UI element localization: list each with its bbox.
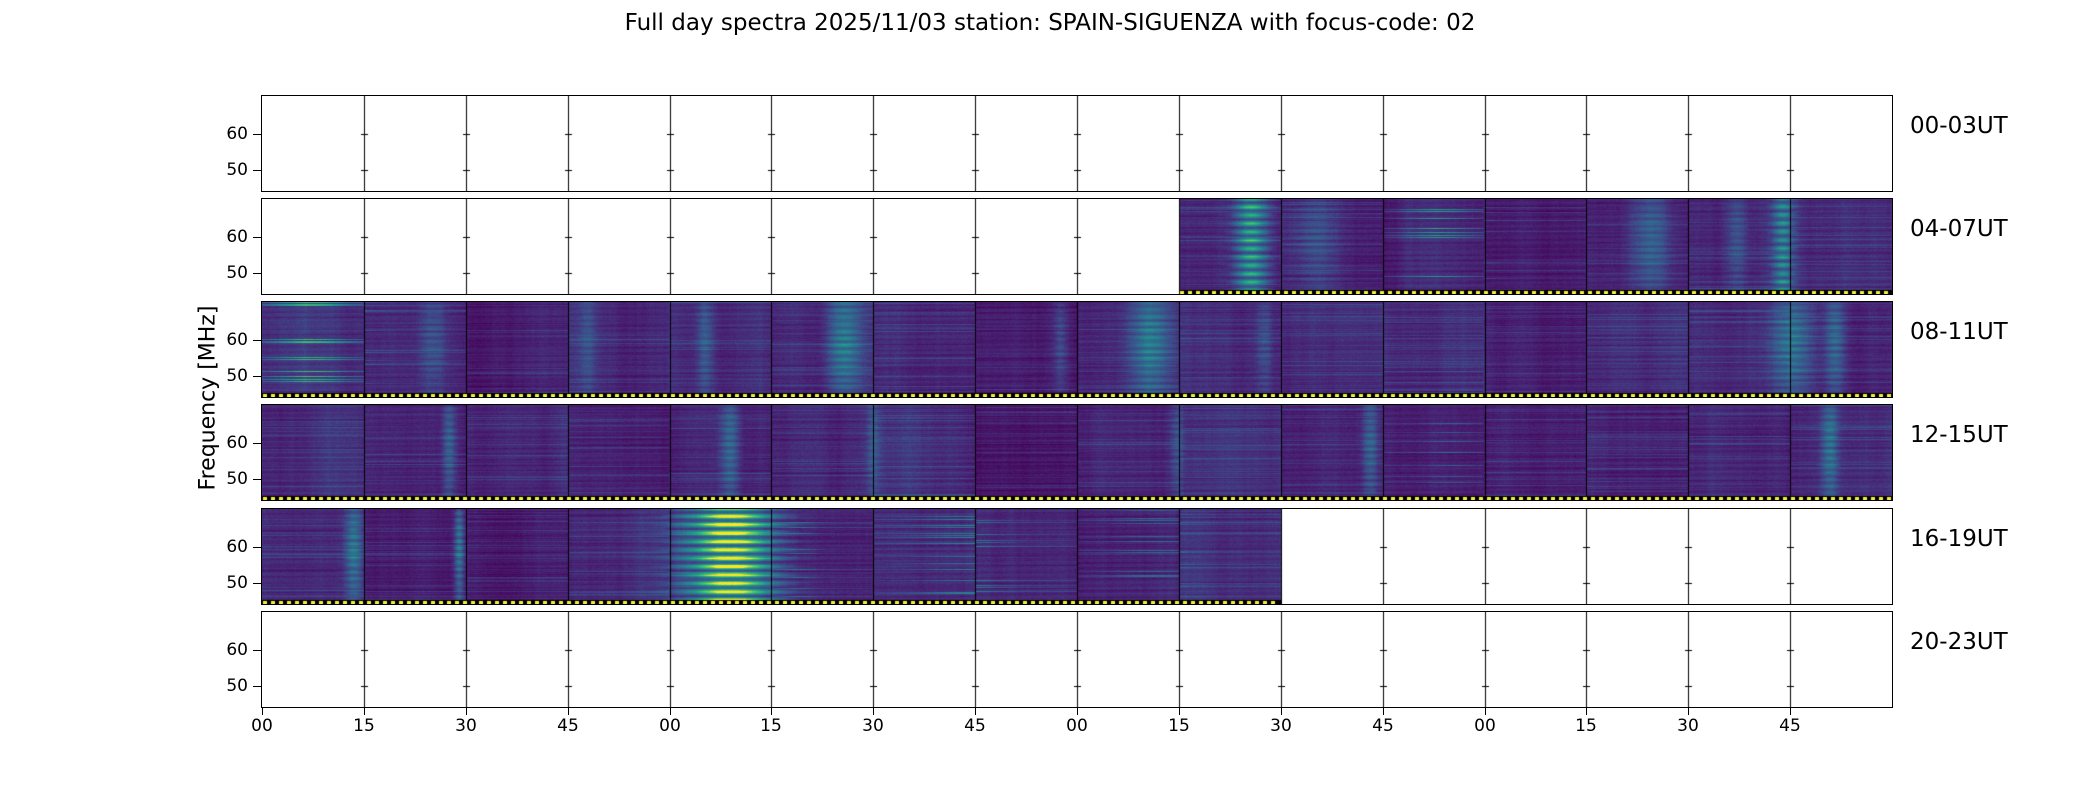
x-tick-mark — [670, 708, 671, 715]
x-tick-label: 15 — [353, 716, 375, 736]
x-tick-label: 15 — [1575, 716, 1597, 736]
spectra-panel-00-03ut: 00-03UT 60 50 — [226, 95, 2008, 192]
x-tick-label: 45 — [1372, 716, 1394, 736]
spectrogram-canvas — [262, 405, 1892, 500]
chart-title: Full day spectra 2025/11/03 station: SPA… — [624, 10, 1476, 36]
spectra-panel-16-19ut: 16-19UT 60 50 — [226, 508, 2008, 605]
x-tick-mark — [1077, 708, 1078, 715]
y-tick-mark — [253, 650, 261, 651]
x-tick-mark — [1688, 708, 1689, 715]
spectra-panel-04-07ut: 04-07UT 60 50 — [226, 198, 2008, 295]
y-tick-label: 50 — [226, 573, 248, 593]
y-tick-label: 60 — [226, 433, 248, 453]
panel-time-label: 04-07UT — [1910, 216, 2008, 242]
y-tick-label: 60 — [226, 537, 248, 557]
y-tick-label: 50 — [226, 366, 248, 386]
spectrogram-canvas — [262, 96, 1892, 191]
x-tick-label: 15 — [760, 716, 782, 736]
x-tick-label: 00 — [1474, 716, 1496, 736]
y-tick-mark — [253, 443, 261, 444]
x-tick-mark — [568, 708, 569, 715]
x-tick-mark — [262, 708, 263, 715]
y-tick-label: 60 — [226, 124, 248, 144]
y-tick-label: 50 — [226, 469, 248, 489]
x-tick-mark — [975, 708, 976, 715]
x-tick-mark — [771, 708, 772, 715]
spectrogram-canvas — [262, 612, 1892, 707]
x-tick-mark — [1790, 708, 1791, 715]
spectra-panel-12-15ut: 12-15UT 60 50 — [226, 404, 2008, 501]
y-tick-mark — [253, 583, 261, 584]
x-tick-label: 00 — [659, 716, 681, 736]
panel-time-label: 08-11UT — [1910, 319, 2008, 345]
x-tick-mark — [873, 708, 874, 715]
x-tick-label: 45 — [964, 716, 986, 736]
x-tick-label: 30 — [455, 716, 477, 736]
x-tick-mark — [1586, 708, 1587, 715]
spectrogram-canvas — [262, 302, 1892, 397]
x-tick-label: 30 — [1270, 716, 1292, 736]
y-tick-mark — [253, 479, 261, 480]
panel-time-label: 20-23UT — [1910, 629, 2008, 655]
x-tick-label: 15 — [1168, 716, 1190, 736]
y-tick-mark — [253, 170, 261, 171]
y-tick-mark — [253, 237, 261, 238]
y-tick-label: 60 — [226, 640, 248, 660]
x-tick-label: 45 — [1779, 716, 1801, 736]
x-tick-mark — [1179, 708, 1180, 715]
y-tick-mark — [253, 273, 261, 274]
x-tick-label: 00 — [251, 716, 273, 736]
panel-time-label: 16-19UT — [1910, 526, 2008, 552]
x-tick-mark — [364, 708, 365, 715]
y-tick-mark — [253, 686, 261, 687]
panel-time-label: 00-03UT — [1910, 113, 2008, 139]
x-tick-label: 00 — [1066, 716, 1088, 736]
y-tick-label: 50 — [226, 676, 248, 696]
spectrogram-canvas — [262, 199, 1892, 294]
y-tick-label: 50 — [226, 160, 248, 180]
x-tick-mark — [1383, 708, 1384, 715]
y-tick-mark — [253, 547, 261, 548]
y-tick-label: 60 — [226, 330, 248, 350]
x-tick-label: 30 — [862, 716, 884, 736]
spectra-panel-20-23ut: 20-23UT 60 50 — [226, 611, 2008, 708]
x-tick-mark — [466, 708, 467, 715]
spectra-panel-08-11ut: 08-11UT 60 50 — [226, 301, 2008, 398]
y-tick-mark — [253, 340, 261, 341]
y-tick-mark — [253, 376, 261, 377]
panel-time-label: 12-15UT — [1910, 422, 2008, 448]
x-tick-mark — [1281, 708, 1282, 715]
x-tick-mark — [1485, 708, 1486, 715]
x-tick-label: 30 — [1677, 716, 1699, 736]
spectrogram-canvas — [262, 509, 1892, 604]
y-tick-mark — [253, 134, 261, 135]
x-tick-label: 45 — [557, 716, 579, 736]
y-tick-label: 60 — [226, 227, 248, 247]
y-tick-label: 50 — [226, 263, 248, 283]
